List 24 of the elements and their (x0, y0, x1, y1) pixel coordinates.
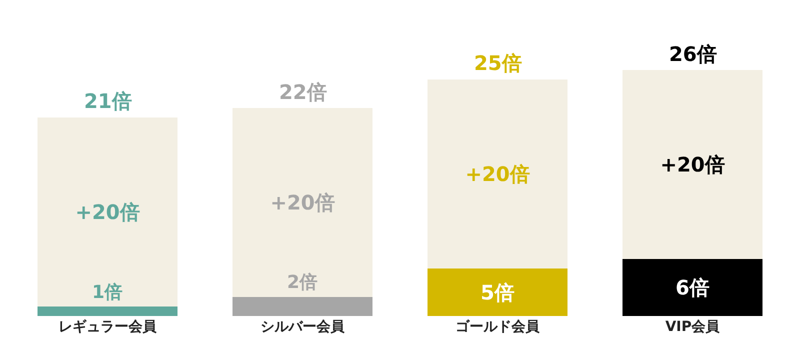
total-label: 26倍 (669, 42, 717, 66)
x-tick-label: ゴールド会員 (456, 319, 540, 335)
bar (232, 108, 373, 298)
data-label: 6倍 (676, 276, 710, 300)
total-label: 22倍 (279, 80, 327, 104)
data-label: 1倍 (92, 282, 123, 303)
data-label: +20倍 (660, 152, 725, 177)
data-label: +20倍 (465, 162, 530, 186)
data-label: 5倍 (480, 280, 514, 304)
bar (37, 117, 178, 307)
bar (37, 306, 178, 316)
x-tick-label: レギュラー会員 (58, 319, 158, 335)
bar (622, 70, 763, 260)
bar (232, 297, 373, 316)
total-label: 21倍 (84, 89, 132, 113)
data-label: +20倍 (75, 200, 140, 224)
bar (427, 268, 568, 316)
bar (622, 259, 763, 316)
total-label: 25倍 (474, 51, 522, 75)
x-tick-label: VIP会員 (665, 319, 721, 335)
data-label: +20倍 (270, 190, 335, 214)
bar (427, 79, 568, 269)
x-tick-label: シルバー会員 (260, 319, 346, 335)
data-label: 2倍 (287, 272, 318, 293)
